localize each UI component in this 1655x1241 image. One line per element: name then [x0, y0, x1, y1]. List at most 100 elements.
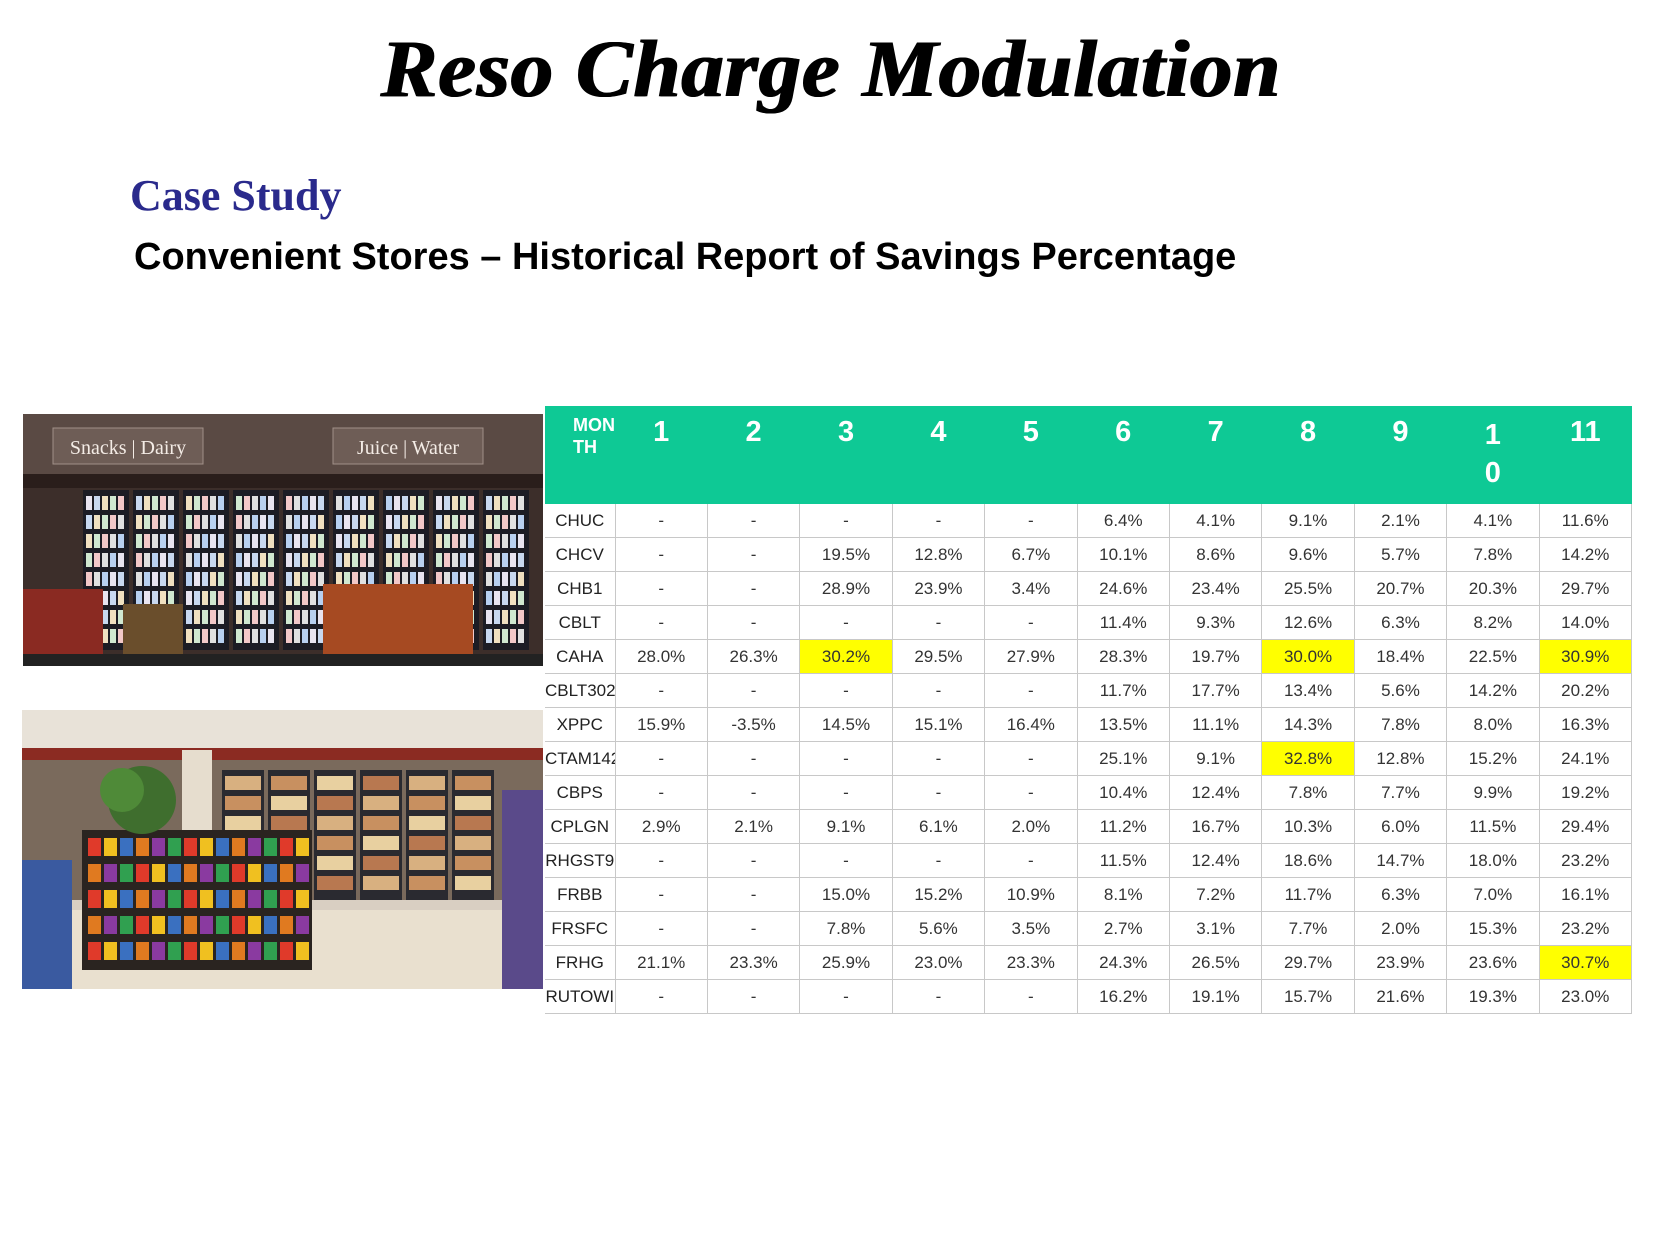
savings-cell: - — [614, 741, 708, 776]
report-subtitle: Convenient Stores – Historical Report of… — [134, 236, 1237, 278]
store-name: XPPC — [545, 707, 616, 742]
month-label-line2: TH — [573, 437, 597, 457]
savings-cell: 19.5% — [799, 537, 893, 572]
savings-cell: 19.2% — [1538, 775, 1633, 810]
sign-juice-water: Juice | Water — [357, 437, 459, 459]
sign-snacks-dairy: Snacks | Dairy — [70, 437, 186, 459]
savings-cell: 19.3% — [1446, 979, 1540, 1014]
savings-cell: 7.8% — [1353, 707, 1448, 742]
store-name: CBLT302 — [545, 673, 616, 708]
savings-cell: 23.2% — [1538, 843, 1633, 878]
savings-cell: 14.3% — [1261, 707, 1355, 742]
savings-cell: 12.6% — [1261, 605, 1355, 640]
month-7: 7 — [1169, 406, 1262, 504]
savings-cell: 11.5% — [1446, 809, 1540, 844]
savings-cell: 11.1% — [1168, 707, 1263, 742]
table-row: FRBB - -15.0% 15.2% 10.9% 8.1% 7.2% 11.7% 6.3% 7.… — [545, 877, 1633, 912]
savings-cell: 20.2% — [1538, 673, 1633, 708]
table-row: CBLT302- - - - -11.7% 17.7% 13.4% 5.6% 14.2% 20.2… — [545, 673, 1633, 708]
savings-cell: 6.3% — [1353, 877, 1448, 912]
month-label-line1: MON — [573, 415, 615, 435]
savings-cell: 7.0% — [1446, 877, 1540, 912]
month-5: 5 — [984, 406, 1078, 504]
savings-cell: 23.2% — [1538, 911, 1633, 946]
savings-cell: 12.8% — [891, 537, 986, 572]
savings-cell: - — [891, 504, 986, 538]
savings-cell: 24.1% — [1538, 741, 1633, 776]
savings-cell: - — [984, 979, 1078, 1014]
savings-cell: - — [891, 741, 986, 776]
slide-title: Reso Charge Modulation — [380, 23, 1281, 114]
savings-cell: 8.2% — [1446, 605, 1540, 640]
savings-cell: 24.6% — [1076, 571, 1170, 606]
table-row: RHGST9- - - - -11.5% 12.4% 18.6% 14.7% 18.0% 23.2… — [545, 843, 1633, 878]
savings-cell: 6.4% — [1076, 504, 1170, 538]
savings-cell: 23.0% — [891, 945, 986, 980]
savings-cell: 29.5% — [891, 639, 986, 674]
table-row: FRSFC - -7.8% 5.6% 3.5% 2.7% 3.1% 7.7% 2.0% 15.3%… — [545, 911, 1633, 946]
store-name: CAHA — [545, 639, 616, 674]
month-header-label: MON TH — [545, 406, 615, 504]
case-study-heading: Case Study — [130, 171, 342, 220]
savings-cell: 3.4% — [984, 571, 1078, 606]
savings-cell: - — [706, 504, 801, 538]
month-4: 4 — [892, 406, 985, 504]
savings-cell: 14.7% — [1353, 843, 1448, 878]
store-photo-interior — [22, 710, 543, 989]
savings-cell: 15.7% — [1261, 979, 1355, 1014]
table-row: CBLT - - - - -11.4% 9.3% 12.6% 6.3% 8.2% 14.0% — [545, 605, 1633, 640]
savings-cell: 19.7% — [1168, 639, 1263, 674]
savings-cell: 14.5% — [799, 707, 893, 742]
savings-cell: 29.7% — [1538, 571, 1633, 606]
savings-cell: 23.6% — [1446, 945, 1540, 980]
savings-cell: - — [614, 911, 708, 946]
table-row: CHB1- -28.9% 23.9% 3.4% 24.6% 23.4% 25.5% 20.7%… — [545, 571, 1633, 606]
savings-cell: 9.9% — [1446, 775, 1540, 810]
store-name: FRHG — [545, 945, 616, 980]
savings-cell: 23.0% — [1538, 979, 1633, 1014]
savings-cell: 23.3% — [984, 945, 1078, 980]
savings-cell: - — [799, 504, 893, 538]
savings-cell: 16.3% — [1538, 707, 1633, 742]
month-1: 1 — [615, 406, 708, 504]
savings-cell: 14.2% — [1538, 537, 1633, 572]
savings-cell: - — [706, 571, 801, 606]
savings-cell: - — [984, 504, 1078, 538]
store-name: CBLT — [545, 605, 616, 640]
savings-cell: - — [614, 979, 708, 1014]
savings-cell: 14.2% — [1446, 673, 1540, 708]
savings-cell: 8.1% — [1076, 877, 1170, 912]
savings-cell: -3.5% — [706, 707, 801, 742]
table-row: CPLGN 2.9% 2.1% 9.1% 6.1% 2.0% 11.2% 16.7% 10.3%… — [545, 809, 1633, 844]
savings-cell: 11.5% — [1076, 843, 1170, 878]
savings-cell: 16.2% — [1076, 979, 1170, 1014]
savings-cell: 23.3% — [706, 945, 801, 980]
savings-cell: 2.7% — [1076, 911, 1170, 946]
savings-cell: 25.9% — [799, 945, 893, 980]
savings-cell: - — [799, 843, 893, 878]
savings-cell: 17.7% — [1168, 673, 1263, 708]
store-name: FRBB — [545, 877, 616, 912]
month-9: 9 — [1354, 406, 1447, 504]
table-row: RUTOWI - - - - -16.2% 19.1% 15.7% 21.6% 19.3% 23.0… — [545, 979, 1633, 1014]
store-name: CTAM142 — [545, 741, 616, 776]
savings-cell: 3.5% — [984, 911, 1078, 946]
savings-cell: 15.0% — [799, 877, 893, 912]
savings-cell: - — [984, 673, 1078, 708]
savings-cell: 7.2% — [1168, 877, 1263, 912]
store-name: CHB1 — [545, 571, 616, 606]
savings-cell: 4.1% — [1168, 504, 1263, 538]
savings-cell: - — [799, 673, 893, 708]
savings-cell: 6.3% — [1353, 605, 1448, 640]
savings-cell: - — [706, 979, 801, 1014]
savings-cell: 2.1% — [706, 809, 801, 844]
savings-cell: - — [706, 877, 801, 912]
savings-cell: - — [891, 673, 986, 708]
savings-cell: - — [706, 843, 801, 878]
table-header-row: MON TH 1 2 3 4 5 6 7 8 9 1 0 11 — [545, 406, 1632, 504]
savings-cell: - — [799, 605, 893, 640]
savings-cell: 23.9% — [1353, 945, 1448, 980]
month-3: 3 — [799, 406, 893, 504]
store-name: CHCV — [545, 537, 616, 572]
savings-cell: 9.1% — [799, 809, 893, 844]
